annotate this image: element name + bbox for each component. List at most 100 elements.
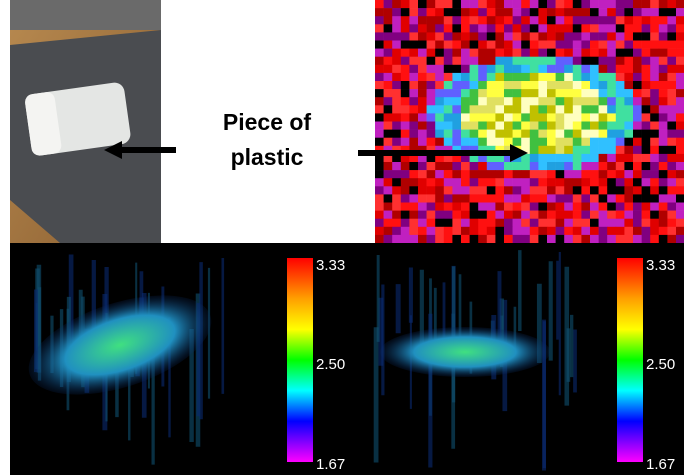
heat-cell <box>478 194 488 203</box>
heat-cell <box>615 40 625 49</box>
heat-cell <box>564 162 574 171</box>
heat-cell <box>581 153 591 163</box>
heat-cell <box>426 121 436 130</box>
heat-cell <box>658 89 668 98</box>
heat-cell <box>581 81 591 90</box>
heat-cell <box>581 56 591 66</box>
heat-cell <box>615 121 625 130</box>
heat-cell <box>641 32 651 41</box>
heat-cell <box>495 48 505 57</box>
heat-cell <box>521 170 531 179</box>
heat-cell <box>538 64 548 74</box>
heat-cell <box>452 72 462 82</box>
heat-cell <box>469 178 479 187</box>
heat-cell <box>598 194 608 203</box>
heat-cell <box>469 89 479 98</box>
heat-cell <box>676 48 684 57</box>
heat-cell <box>426 89 436 98</box>
heat-cell <box>650 121 660 130</box>
heat-cell <box>521 105 531 114</box>
heat-cell <box>418 64 427 74</box>
heat-cell <box>486 226 496 236</box>
heat-cell <box>435 129 445 138</box>
heat-cell <box>547 16 556 25</box>
heat-cell <box>469 121 479 130</box>
heat-cell <box>624 121 634 130</box>
heat-cell <box>400 234 410 244</box>
heat-cell <box>633 56 642 66</box>
heat-cell <box>572 0 582 9</box>
heat-cell <box>461 32 470 41</box>
heat-cell <box>547 162 556 171</box>
heat-cell <box>469 0 479 9</box>
heat-cell <box>495 178 505 187</box>
heat-cell <box>590 210 599 219</box>
heat-cell <box>521 178 531 187</box>
heat-cell <box>495 153 505 163</box>
heat-cell <box>435 194 445 203</box>
heat-cell <box>676 194 684 203</box>
heat-cell <box>641 72 651 82</box>
heat-cell <box>650 186 660 195</box>
heat-cell <box>409 218 419 228</box>
heat-cell <box>572 24 582 33</box>
heat-cell <box>624 97 634 106</box>
heat-cell <box>572 121 582 130</box>
heat-cell <box>400 194 410 203</box>
heat-cell <box>607 89 617 98</box>
heat-cell <box>607 186 617 195</box>
heat-cell <box>572 113 582 122</box>
heat-cell <box>633 113 642 122</box>
heat-cell <box>504 16 513 25</box>
heat-cell <box>529 186 539 195</box>
heat-cell <box>658 178 668 187</box>
heat-cell <box>375 121 384 130</box>
heat-cell <box>529 170 539 179</box>
heat-cell <box>461 202 470 211</box>
heat-cell <box>581 145 591 155</box>
colorbar-tick-label: 2.50 <box>316 356 345 373</box>
heat-cell <box>581 8 591 17</box>
heat-cell <box>641 81 651 90</box>
heat-cell <box>538 48 548 57</box>
heat-cell <box>512 178 522 187</box>
heat-cell <box>383 89 393 98</box>
heat-cell <box>676 121 684 130</box>
heat-cell <box>615 24 625 33</box>
heat-cell <box>581 113 591 122</box>
heat-cell <box>461 0 470 9</box>
heat-cell <box>615 202 625 211</box>
heat-cell <box>676 145 684 155</box>
heat-cell <box>607 170 617 179</box>
heat-cell <box>504 162 513 171</box>
heat-cell <box>426 48 436 57</box>
heat-cell <box>521 72 531 82</box>
heat-cell <box>538 186 548 195</box>
heat-cell <box>452 121 462 130</box>
heat-cell <box>461 105 470 114</box>
heat-cell <box>538 145 548 155</box>
arrow <box>104 141 176 159</box>
heat-cell <box>529 162 539 171</box>
heat-cell <box>538 0 548 9</box>
heat-cell <box>418 226 427 236</box>
heat-cell <box>564 72 574 82</box>
heat-cell <box>521 113 531 122</box>
heat-cell <box>400 97 410 106</box>
heat-cell <box>375 72 384 82</box>
heat-cell <box>581 186 591 195</box>
heat-cell <box>590 8 599 17</box>
heat-cell <box>400 81 410 90</box>
heat-cell <box>598 218 608 228</box>
heat-cell <box>443 8 453 17</box>
heat-cell <box>572 89 582 98</box>
heat-cell <box>486 194 496 203</box>
heat-cell <box>409 162 419 171</box>
heat-cell <box>624 8 634 17</box>
heat-cell <box>392 16 402 25</box>
heat-cell <box>435 8 445 17</box>
heat-cell <box>375 137 384 147</box>
heat-cell <box>452 16 462 25</box>
heat-cell <box>564 24 574 33</box>
heat-cell <box>607 81 617 90</box>
